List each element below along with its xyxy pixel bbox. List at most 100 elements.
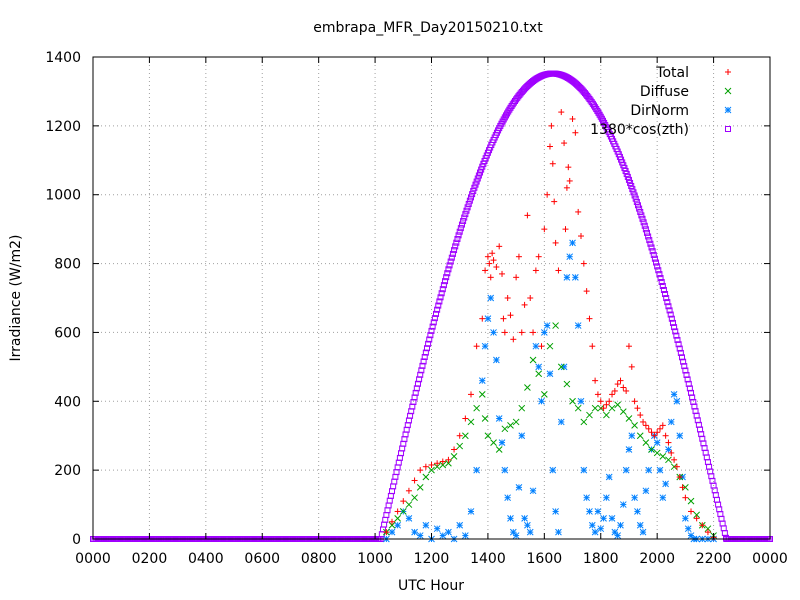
total-point — [693, 515, 700, 522]
total-point — [527, 295, 534, 301]
total-point — [589, 343, 596, 350]
cos-zth-point — [445, 266, 452, 273]
total-point — [422, 463, 429, 470]
series-diffuse — [383, 322, 717, 539]
cos-zth-point — [637, 208, 644, 215]
dirnorm-point — [478, 377, 486, 384]
dirnorm-point — [518, 432, 526, 440]
total-point — [451, 446, 458, 453]
y-tick-label: 0 — [72, 532, 81, 548]
diffuse-point — [642, 439, 650, 446]
dirnorm-point — [569, 239, 576, 247]
cos-zth-point — [461, 214, 468, 221]
y-tick-label: 600 — [54, 325, 81, 341]
diffuse-point — [557, 363, 565, 371]
total-point — [597, 398, 604, 405]
total-point — [493, 264, 500, 271]
cos-zth-point — [656, 271, 663, 278]
total-point — [551, 198, 558, 205]
cos-zth-point — [425, 340, 432, 347]
total-point — [562, 226, 569, 233]
diffuse-point — [450, 453, 458, 460]
diffuse-point — [648, 446, 655, 453]
total-point — [603, 401, 610, 408]
diffuse-point — [693, 511, 701, 519]
dirnorm-point — [594, 508, 602, 515]
total-point — [699, 522, 706, 529]
total-point — [572, 129, 579, 136]
total-point — [518, 329, 525, 336]
cos-zth-point — [680, 358, 687, 365]
dirnorm-point — [461, 532, 469, 539]
cos-zth-point — [672, 328, 679, 335]
cos-zth-point — [435, 302, 442, 309]
cos-zth-point — [647, 240, 654, 247]
cos-zth-point — [419, 362, 426, 369]
dirnorm-point — [600, 514, 607, 522]
total-point — [541, 226, 548, 233]
legend: Total Diffuse DirNorm 1380*cos(zth) — [590, 65, 732, 138]
cos-zth-point — [430, 319, 437, 326]
total-point — [566, 177, 573, 184]
diffuse-point — [608, 404, 616, 412]
legend-label: 1380*cos(zth) — [590, 122, 689, 138]
total-point — [405, 487, 412, 494]
cos-zth-point — [465, 200, 472, 207]
cos-zth-point — [660, 286, 667, 293]
total-point — [654, 429, 661, 436]
cos-zth-point — [438, 290, 445, 297]
legend-label: DirNorm — [630, 103, 689, 119]
cos-zth-point — [467, 194, 474, 201]
total-point — [679, 484, 686, 491]
dirnorm-point — [394, 521, 402, 529]
dirnorm-point — [659, 494, 667, 502]
diffuse-point — [659, 453, 667, 460]
total-point — [634, 405, 641, 412]
legend-marker — [724, 87, 732, 95]
cos-zth-point — [636, 205, 643, 212]
cos-zth-point — [460, 218, 467, 225]
dirnorm-point — [490, 329, 497, 336]
total-point — [530, 329, 537, 336]
dirnorm-point — [552, 508, 559, 515]
cos-zth-point — [428, 327, 435, 334]
diffuse-point — [461, 432, 469, 440]
total-point — [565, 164, 572, 171]
cos-zth-point — [678, 354, 685, 361]
total-point — [555, 267, 562, 274]
cos-zth-point — [651, 255, 658, 262]
cos-zth-point — [457, 225, 464, 232]
cos-zth-point — [440, 282, 447, 289]
total-point — [668, 449, 675, 456]
cos-zth-point — [625, 176, 632, 183]
dirnorm-point — [529, 487, 537, 495]
cos-zth-point — [676, 345, 683, 352]
dirnorm-point — [439, 532, 447, 539]
diffuse-point — [563, 380, 571, 388]
total-point — [546, 143, 553, 150]
legend-marker — [725, 126, 731, 132]
cos-zth-point — [673, 332, 680, 339]
total-point — [499, 270, 506, 277]
diffuse-point — [631, 422, 638, 429]
total-point — [389, 518, 396, 525]
total-point — [383, 529, 390, 536]
y-tick-label: 200 — [54, 463, 81, 479]
cos-zth-point — [674, 336, 681, 343]
cos-zth-point — [452, 243, 459, 250]
y-tick-label: 1400 — [45, 50, 81, 66]
cos-zth-point — [471, 184, 478, 191]
total-point — [645, 425, 652, 432]
x-tick-label: 0200 — [132, 551, 168, 567]
total-point — [484, 253, 491, 260]
cos-zth-point — [434, 306, 441, 313]
dirnorm-point — [665, 446, 672, 453]
total-point — [673, 463, 680, 470]
total-point — [563, 184, 570, 191]
cos-zth-point — [722, 534, 729, 541]
x-tick-label: 1800 — [583, 551, 619, 567]
diffuse-point — [586, 411, 593, 419]
cos-zth-point — [641, 222, 648, 229]
cos-zth-point — [665, 303, 672, 310]
